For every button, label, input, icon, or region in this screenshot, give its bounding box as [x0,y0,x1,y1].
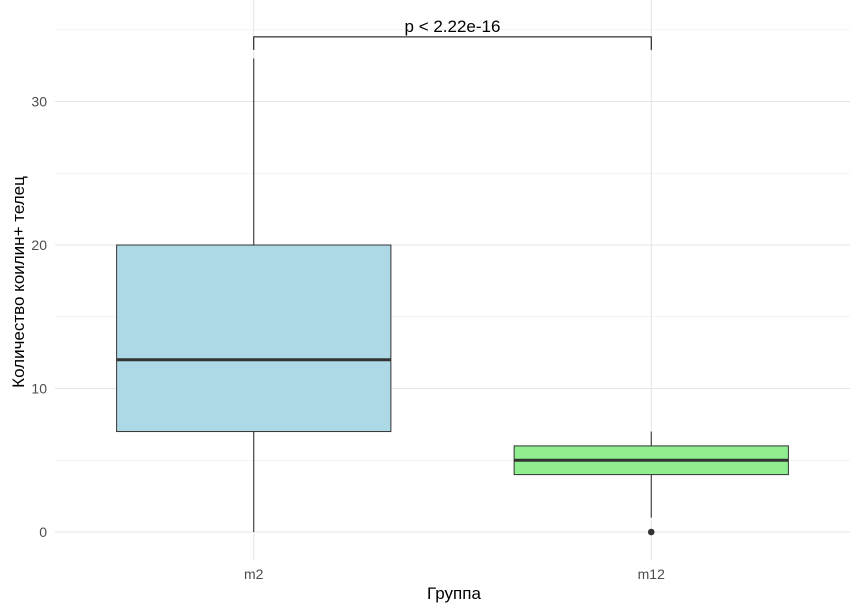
significance-bracket [253,36,652,50]
x-tick-label-m12: m12 [638,566,665,582]
y-tick-label: 10 [31,381,47,397]
box-series [116,58,789,536]
x-axis-title: Группа [427,584,481,603]
y-tick-label: 0 [39,524,47,540]
y-tick-label: 30 [31,94,47,110]
p-value-label: p < 2.22e-16 [405,17,501,36]
x-tick-label-m2: m2 [244,566,264,582]
significance-annotation: p < 2.22e-16 [253,17,652,50]
y-tick-label: 20 [31,237,47,253]
tick-labels: 0 10 20 30 m2 m12 [31,94,665,583]
box-m2 [116,244,392,433]
outlier-point-m12 [647,528,655,536]
y-axis-title: Количество коилин+ телец [9,176,28,388]
